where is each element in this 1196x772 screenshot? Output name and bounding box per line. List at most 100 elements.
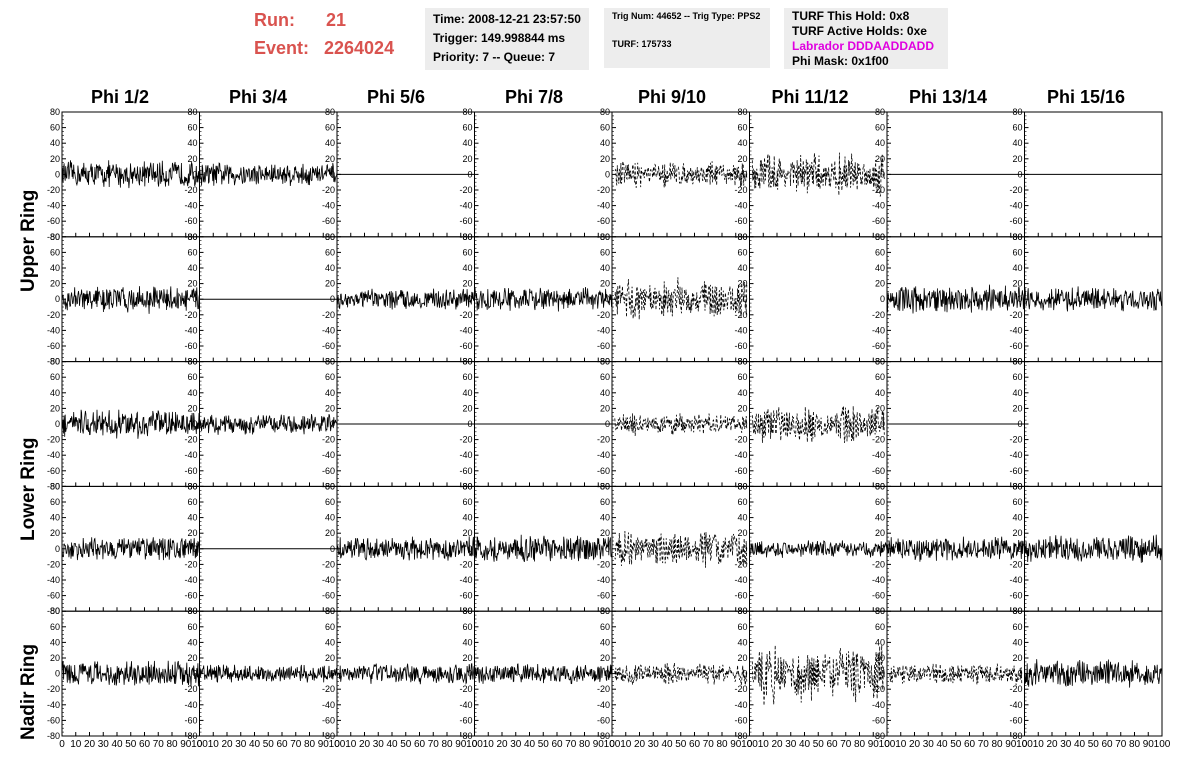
x-tick-label: 60 <box>139 739 151 750</box>
y-tick-label: 60 <box>462 247 472 257</box>
y-tick-label: 80 <box>325 606 335 616</box>
y-tick-label: 20 <box>600 528 610 538</box>
trigger-text: Trigger: 149.998844 ms <box>433 31 566 45</box>
y-tick-label: 60 <box>875 497 885 507</box>
y-tick-label: -60 <box>1009 715 1022 725</box>
y-tick-label: 20 <box>1012 653 1022 663</box>
y-tick-label: 40 <box>737 138 747 148</box>
y-tick-label: -60 <box>734 466 747 476</box>
y-tick-label: 0 <box>880 169 885 179</box>
y-tick-label: 60 <box>325 622 335 632</box>
y-tick-label: -40 <box>459 450 472 460</box>
y-tick-label: 40 <box>737 513 747 523</box>
y-tick-label: -40 <box>47 450 60 460</box>
y-tick-label: -60 <box>1009 216 1022 226</box>
y-tick-label: 60 <box>325 123 335 133</box>
x-tick-label: 0 <box>747 739 753 750</box>
y-tick-label: -80 <box>734 731 747 741</box>
waveform-trace <box>474 286 613 312</box>
waveform-trace <box>614 277 748 320</box>
y-tick-label: -40 <box>459 325 472 335</box>
waveform-trace <box>1024 286 1163 312</box>
y-tick-label: 60 <box>600 497 610 507</box>
x-tick-label: 100 <box>329 739 346 750</box>
y-tick-label: 40 <box>600 263 610 273</box>
x-tick-label: 50 <box>1088 739 1100 750</box>
y-tick-label: -60 <box>1009 341 1022 351</box>
y-tick-label: 40 <box>875 388 885 398</box>
y-tick-label: 80 <box>187 107 197 117</box>
y-tick-label: -20 <box>47 310 60 320</box>
y-tick-label: -20 <box>459 310 472 320</box>
y-tick-label: 40 <box>600 388 610 398</box>
waveform-trace <box>1024 659 1163 688</box>
y-tick-label: -20 <box>597 684 610 694</box>
x-tick-label: 20 <box>221 739 233 750</box>
y-tick-label: -20 <box>47 684 60 694</box>
y-tick-label: 0 <box>880 294 885 304</box>
x-tick-label: 70 <box>978 739 990 750</box>
y-tick-label: -40 <box>1009 700 1022 710</box>
x-tick-label: 40 <box>111 739 123 750</box>
waveform-trace <box>336 663 475 685</box>
x-tick-label: 90 <box>593 739 605 750</box>
waveform-trace <box>336 288 475 310</box>
waveform-trace <box>886 284 1025 314</box>
y-tick-label: 80 <box>50 107 60 117</box>
y-tick-label: 80 <box>462 481 472 491</box>
y-tick-label: 80 <box>1012 107 1022 117</box>
x-tick-label: 50 <box>400 739 412 750</box>
x-tick-label: 60 <box>964 739 976 750</box>
y-tick-label: -60 <box>184 466 197 476</box>
y-tick-label: -60 <box>47 466 60 476</box>
x-tick-label: 80 <box>991 739 1003 750</box>
x-tick-label: 90 <box>1005 739 1017 750</box>
y-tick-label: 80 <box>737 232 747 242</box>
y-tick-label: -40 <box>872 575 885 585</box>
y-tick-label: 20 <box>737 279 747 289</box>
y-tick-label: 80 <box>325 232 335 242</box>
y-tick-label: -60 <box>47 715 60 725</box>
y-tick-label: 0 <box>742 544 747 554</box>
x-tick-label: 50 <box>538 739 550 750</box>
y-tick-label: -20 <box>184 684 197 694</box>
y-tick-label: -40 <box>184 575 197 585</box>
x-tick-label: 60 <box>276 739 288 750</box>
x-tick-label: 70 <box>290 739 302 750</box>
x-tick-label: 40 <box>1074 739 1086 750</box>
y-tick-label: 0 <box>330 669 335 679</box>
y-tick-label: 60 <box>187 497 197 507</box>
y-tick-label: 60 <box>875 372 885 382</box>
y-tick-label: 20 <box>737 653 747 663</box>
y-tick-label: -60 <box>597 341 610 351</box>
y-tick-label: -40 <box>322 450 335 460</box>
y-tick-label: 80 <box>462 606 472 616</box>
y-tick-label: -20 <box>322 559 335 569</box>
y-tick-label: 0 <box>1017 544 1022 554</box>
y-tick-label: -40 <box>184 450 197 460</box>
y-tick-label: 20 <box>187 403 197 413</box>
x-tick-label: 20 <box>84 739 96 750</box>
x-tick-label: 40 <box>661 739 673 750</box>
y-tick-label: 40 <box>325 388 335 398</box>
x-tick-label: 70 <box>1115 739 1127 750</box>
waveform-trace <box>751 152 885 197</box>
waveform-trace <box>61 286 200 314</box>
y-tick-label: -40 <box>597 700 610 710</box>
y-tick-label: 0 <box>330 169 335 179</box>
y-tick-label: 80 <box>737 107 747 117</box>
y-tick-label: -80 <box>872 731 885 741</box>
y-tick-label: -40 <box>872 700 885 710</box>
y-tick-label: -60 <box>184 341 197 351</box>
y-tick-label: 80 <box>1012 481 1022 491</box>
y-tick-label: -40 <box>734 575 747 585</box>
y-tick-label: -40 <box>734 700 747 710</box>
y-tick-label: -60 <box>597 715 610 725</box>
y-tick-label: -60 <box>872 466 885 476</box>
y-tick-label: -40 <box>322 700 335 710</box>
y-tick-label: 40 <box>875 138 885 148</box>
y-tick-label: -60 <box>322 715 335 725</box>
y-tick-label: 40 <box>1012 388 1022 398</box>
y-tick-label: 60 <box>462 372 472 382</box>
y-tick-label: 0 <box>742 294 747 304</box>
